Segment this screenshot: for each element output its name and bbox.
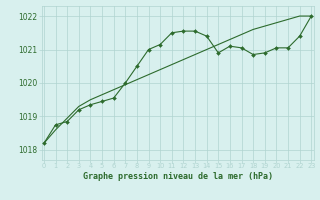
X-axis label: Graphe pression niveau de la mer (hPa): Graphe pression niveau de la mer (hPa)	[83, 172, 273, 181]
